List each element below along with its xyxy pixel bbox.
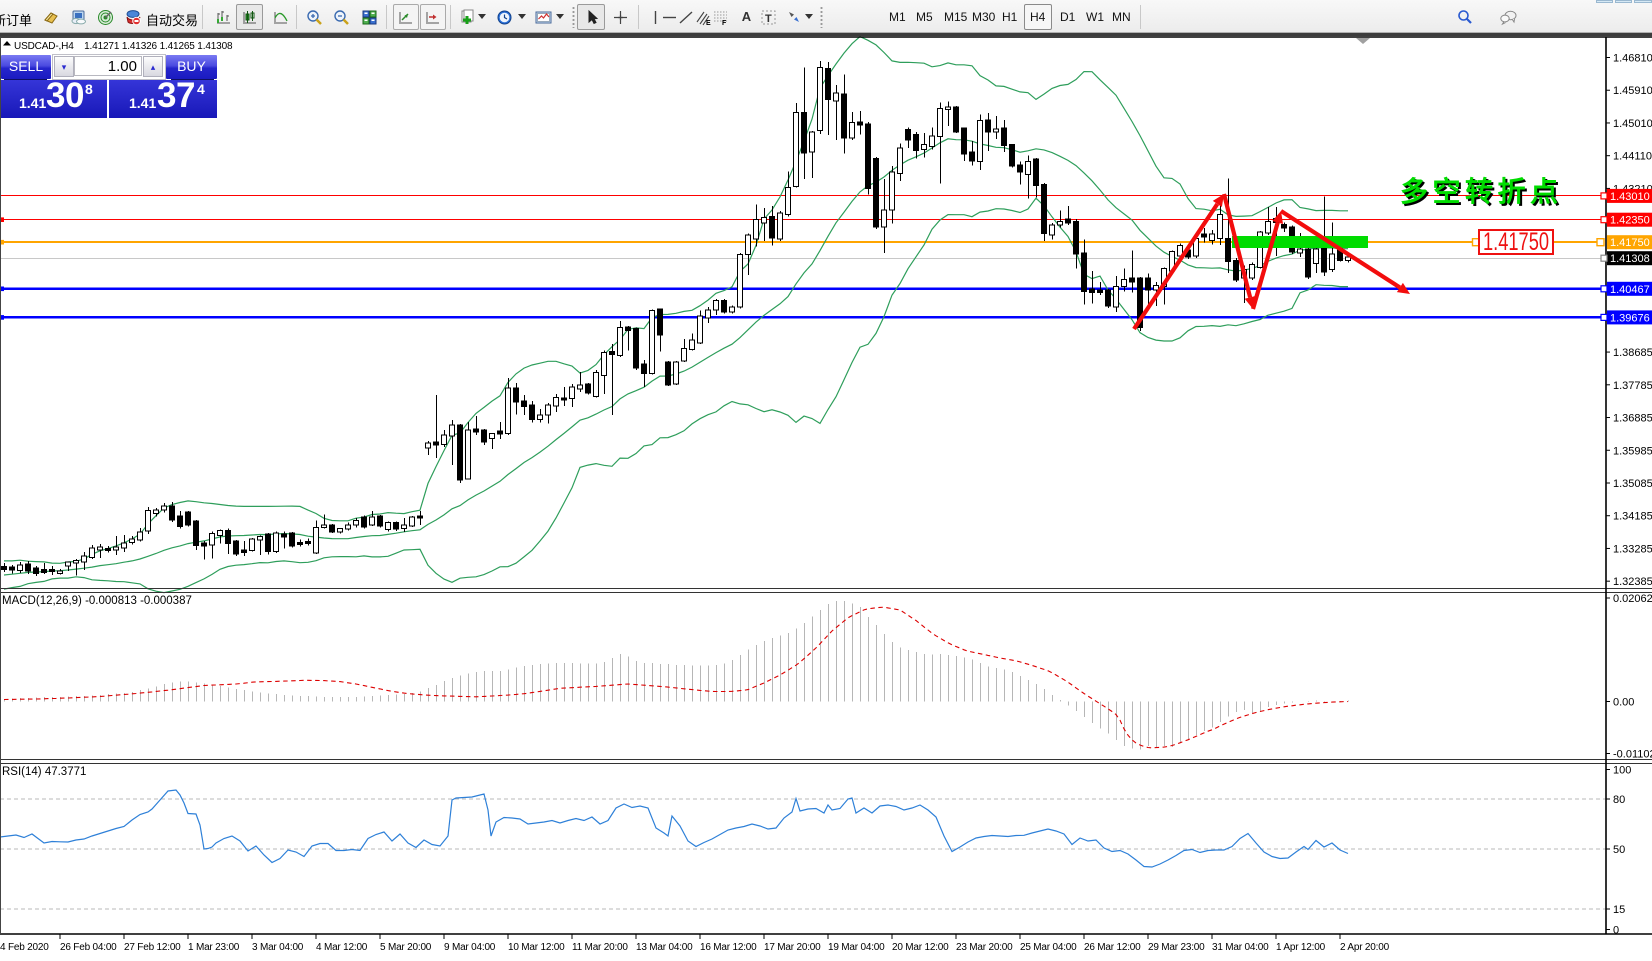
svg-text:1.39676: 1.39676 xyxy=(1610,312,1650,324)
svg-text:T: T xyxy=(765,13,772,25)
svg-text:25 Mar 04:00: 25 Mar 04:00 xyxy=(1020,942,1077,953)
svg-text:1 Mar 23:00: 1 Mar 23:00 xyxy=(188,942,240,953)
svg-text:1.43010: 1.43010 xyxy=(1610,191,1650,203)
svg-text:80: 80 xyxy=(1613,794,1625,806)
svg-text:31 Mar 04:00: 31 Mar 04:00 xyxy=(1212,942,1269,953)
svg-text:50: 50 xyxy=(1613,844,1625,856)
svg-text:F: F xyxy=(722,20,727,26)
svg-text:1.46810: 1.46810 xyxy=(1613,53,1652,65)
svg-text:1.45910: 1.45910 xyxy=(1613,85,1652,97)
svg-text:26 Feb 04:00: 26 Feb 04:00 xyxy=(60,942,117,953)
svg-text:5 Mar 20:00: 5 Mar 20:00 xyxy=(380,942,432,953)
svg-text:100: 100 xyxy=(1613,765,1631,777)
svg-text:17 Mar 20:00: 17 Mar 20:00 xyxy=(764,942,821,953)
svg-text:3 Mar 04:00: 3 Mar 04:00 xyxy=(252,942,304,953)
svg-text:23 Mar 20:00: 23 Mar 20:00 xyxy=(956,942,1013,953)
svg-text:1.35985: 1.35985 xyxy=(1613,445,1652,457)
svg-text:4 Mar 12:00: 4 Mar 12:00 xyxy=(316,942,368,953)
svg-text:多空转折点: 多空转折点 xyxy=(1402,177,1565,210)
svg-text:1.41750: 1.41750 xyxy=(1483,228,1549,256)
svg-text:0: 0 xyxy=(1613,925,1619,937)
svg-text:15: 15 xyxy=(1613,904,1625,916)
svg-text:E: E xyxy=(706,20,711,26)
svg-text:11 Mar 20:00: 11 Mar 20:00 xyxy=(572,942,628,953)
svg-text:1 Apr 12:00: 1 Apr 12:00 xyxy=(1276,942,1326,953)
svg-text:1.34185: 1.34185 xyxy=(1613,511,1652,523)
svg-text:1.41308: 1.41308 xyxy=(1610,253,1650,265)
svg-text:27 Feb 12:00: 27 Feb 12:00 xyxy=(124,942,181,953)
svg-text:0.00: 0.00 xyxy=(1613,697,1634,709)
svg-text:2 Apr 20:00: 2 Apr 20:00 xyxy=(1340,942,1390,953)
svg-text:13 Mar 04:00: 13 Mar 04:00 xyxy=(636,942,693,953)
svg-text:-0.011023: -0.011023 xyxy=(1613,749,1652,761)
svg-text:10 Mar 12:00: 10 Mar 12:00 xyxy=(508,942,565,953)
svg-text:1.35085: 1.35085 xyxy=(1613,478,1652,490)
svg-text:0.02062: 0.02062 xyxy=(1613,593,1652,605)
svg-text:1.37785: 1.37785 xyxy=(1613,380,1652,392)
svg-text:MACD(12,26,9) -0.000813 -0.000: MACD(12,26,9) -0.000813 -0.000387 xyxy=(2,595,192,607)
svg-text:9 Mar 04:00: 9 Mar 04:00 xyxy=(444,942,496,953)
svg-text:20 Mar 12:00: 20 Mar 12:00 xyxy=(892,942,949,953)
svg-text:RSI(14) 47.3771: RSI(14) 47.3771 xyxy=(2,766,86,778)
svg-text:1.44110: 1.44110 xyxy=(1613,151,1652,163)
svg-text:1.41750: 1.41750 xyxy=(1610,237,1650,249)
svg-text:4 Feb 2020: 4 Feb 2020 xyxy=(0,942,49,953)
svg-text:1.38685: 1.38685 xyxy=(1613,347,1652,359)
svg-text:多空转折点: 多空转折点 xyxy=(1400,175,1563,208)
svg-text:USDCAD-,H4 1.41271 1.41326: USDCAD-,H4 1.41271 1.41326 1.41265 1.413… xyxy=(14,41,233,52)
svg-text:29 Mar 23:00: 29 Mar 23:00 xyxy=(1148,942,1205,953)
svg-text:1.36885: 1.36885 xyxy=(1613,413,1652,425)
svg-text:19 Mar 04:00: 19 Mar 04:00 xyxy=(828,942,885,953)
svg-text:1.45010: 1.45010 xyxy=(1613,118,1652,130)
svg-text:1.40467: 1.40467 xyxy=(1610,284,1650,296)
svg-text:16 Mar 12:00: 16 Mar 12:00 xyxy=(700,942,757,953)
svg-text:1.32385: 1.32385 xyxy=(1613,576,1652,588)
svg-text:26 Mar 12:00: 26 Mar 12:00 xyxy=(1084,942,1141,953)
svg-text:1.33285: 1.33285 xyxy=(1613,543,1652,555)
svg-text:1.42350: 1.42350 xyxy=(1610,215,1650,227)
